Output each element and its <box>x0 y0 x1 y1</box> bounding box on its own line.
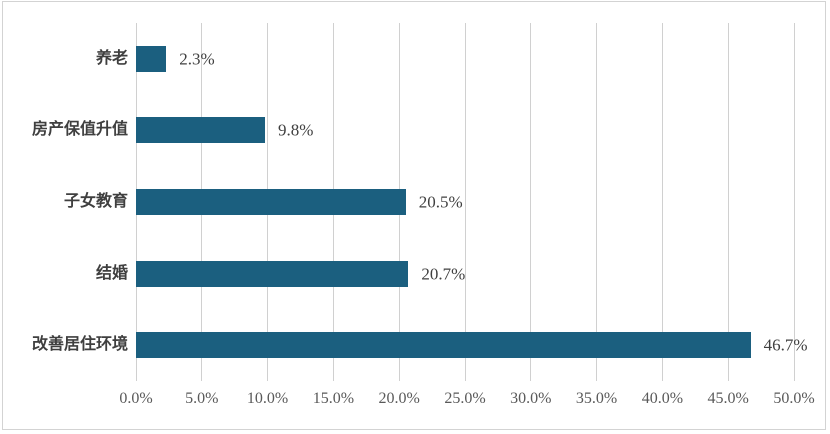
gridline <box>727 23 729 381</box>
bar-value-label: 2.3% <box>179 49 215 69</box>
category-label: 养老 <box>95 49 128 67</box>
bar-value-label: 46.7% <box>763 335 808 355</box>
gridline <box>530 23 532 381</box>
x-tick-label: 25.0% <box>444 390 486 407</box>
category-label: 子女教育 <box>63 193 128 210</box>
x-tick-label: 50.0% <box>773 390 815 407</box>
bar <box>136 117 265 144</box>
gridline <box>661 23 663 381</box>
bar <box>136 260 409 287</box>
bar <box>136 332 751 359</box>
category-label: 结婚 <box>95 264 128 282</box>
gridline <box>793 23 795 381</box>
x-tick-label: 0.0% <box>119 390 153 407</box>
bar-value-label: 9.8% <box>277 120 314 140</box>
bar-value-label: 20.7% <box>421 264 466 284</box>
category-axis: 养老房产保值升值子女教育结婚改善居住环境 <box>0 23 128 381</box>
category-label: 房产保值升值 <box>31 121 128 139</box>
x-tick-label: 40.0% <box>641 390 684 407</box>
x-tick-label: 30.0% <box>510 390 552 407</box>
plot-area: 2.3% 9.8% 20.5% 20.7% 46.7% <box>135 23 807 381</box>
gridline <box>596 23 598 381</box>
x-tick-label: 45.0% <box>707 390 749 407</box>
x-tick-label: 10.0% <box>246 390 289 407</box>
x-tick-label: 20.0% <box>378 390 420 407</box>
x-axis: 0.0% 5.0% 10.0% 15.0% 20.0% 25.0% 30.0% 35.0% 40… <box>0 389 830 419</box>
category-label: 改善居住环境 <box>31 336 128 354</box>
x-tick-label: 35.0% <box>575 390 618 407</box>
bar <box>136 45 167 72</box>
x-tick-label: 5.0% <box>185 390 219 407</box>
gridline <box>464 23 466 381</box>
bar-value-label: 20.5% <box>418 192 463 212</box>
x-tick-label: 15.0% <box>312 390 355 407</box>
bar <box>136 189 406 215</box>
